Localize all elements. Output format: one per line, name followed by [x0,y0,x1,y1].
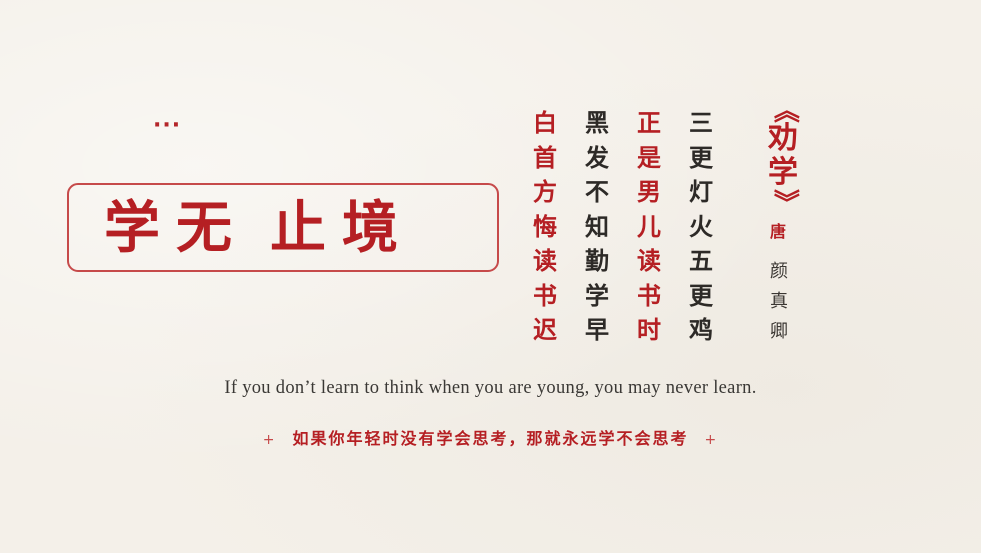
source-name: 劝学 [768,122,798,190]
poem-author: 唐 颜真卿 [770,222,788,347]
poem-char: 男 [637,177,661,206]
poem-char: 书 [637,280,661,310]
poem-char: 勤 [585,246,609,275]
vertical-char: 颜 [770,261,788,282]
plus-left: + [262,432,277,448]
main-title: 学无 止境 [104,193,484,263]
chinese-quote: + 如果你年轻时没有学会思考，那就永远学不会思考 + [0,425,981,449]
title-part-2: 止境 [270,195,414,261]
poem-char: 更 [689,142,713,172]
poem-char: 迟 [533,315,557,344]
chinese-quote-text: 如果你年轻时没有学会思考，那就永远学不会思考 [292,429,689,448]
poem-char: 灯 [689,177,713,206]
poem-char: 是 [637,142,661,172]
poem-char: 白 [533,108,557,137]
poem-char: 五 [689,246,713,275]
title-part-1: 学无 [104,195,248,261]
poem-char: 知 [585,211,609,241]
decorative-dots: ··· [153,113,182,138]
poem-char: 时 [637,315,661,344]
poem-char: 悔 [533,211,557,241]
poem-char: 鸡 [689,315,713,344]
poem-char: 不 [585,177,609,206]
poem-char: 儿 [637,211,661,241]
source-open-bracket: 《 [769,96,800,124]
poem-char: 黑 [585,108,609,137]
poem-char: 正 [637,108,661,137]
english-quote: If you don’t learn to think when you are… [224,378,757,398]
poem-char: 早 [585,315,609,344]
poem-char: 首 [533,142,557,172]
author-dynasty: 唐 [770,222,787,241]
vertical-char: 劝 [768,121,798,156]
poem-char: 方 [533,177,557,206]
poem-column-2: 黑发不知勤学早 [582,106,612,348]
vertical-char: 学 [768,155,798,190]
poem-char: 发 [585,142,609,172]
poem-column-4: 三更灯火五更鸡 [686,106,716,348]
vertical-char: 卿 [770,321,788,342]
plus-right: + [704,432,719,448]
poem-char: 三 [689,108,713,137]
poem-char: 火 [689,211,713,241]
poem-char: 更 [689,280,713,310]
poem-columns: 白首方悔读书迟 黑发不知勤学早 正是男儿读书时 三更灯火五更鸡 [530,106,716,348]
poem-char: 学 [585,280,609,310]
poem-char: 书 [533,280,557,310]
title-frame [67,183,499,272]
vertical-char: 真 [770,291,788,312]
source-close-bracket: 》 [769,188,800,216]
poem-source-title: 《 劝学 》 [763,96,803,216]
poem-column-3: 正是男儿读书时 [634,106,664,348]
poem-char: 读 [533,246,557,275]
poem-column-1: 白首方悔读书迟 [530,106,560,348]
poem-char: 读 [637,246,661,275]
author-name: 颜真卿 [770,257,788,347]
